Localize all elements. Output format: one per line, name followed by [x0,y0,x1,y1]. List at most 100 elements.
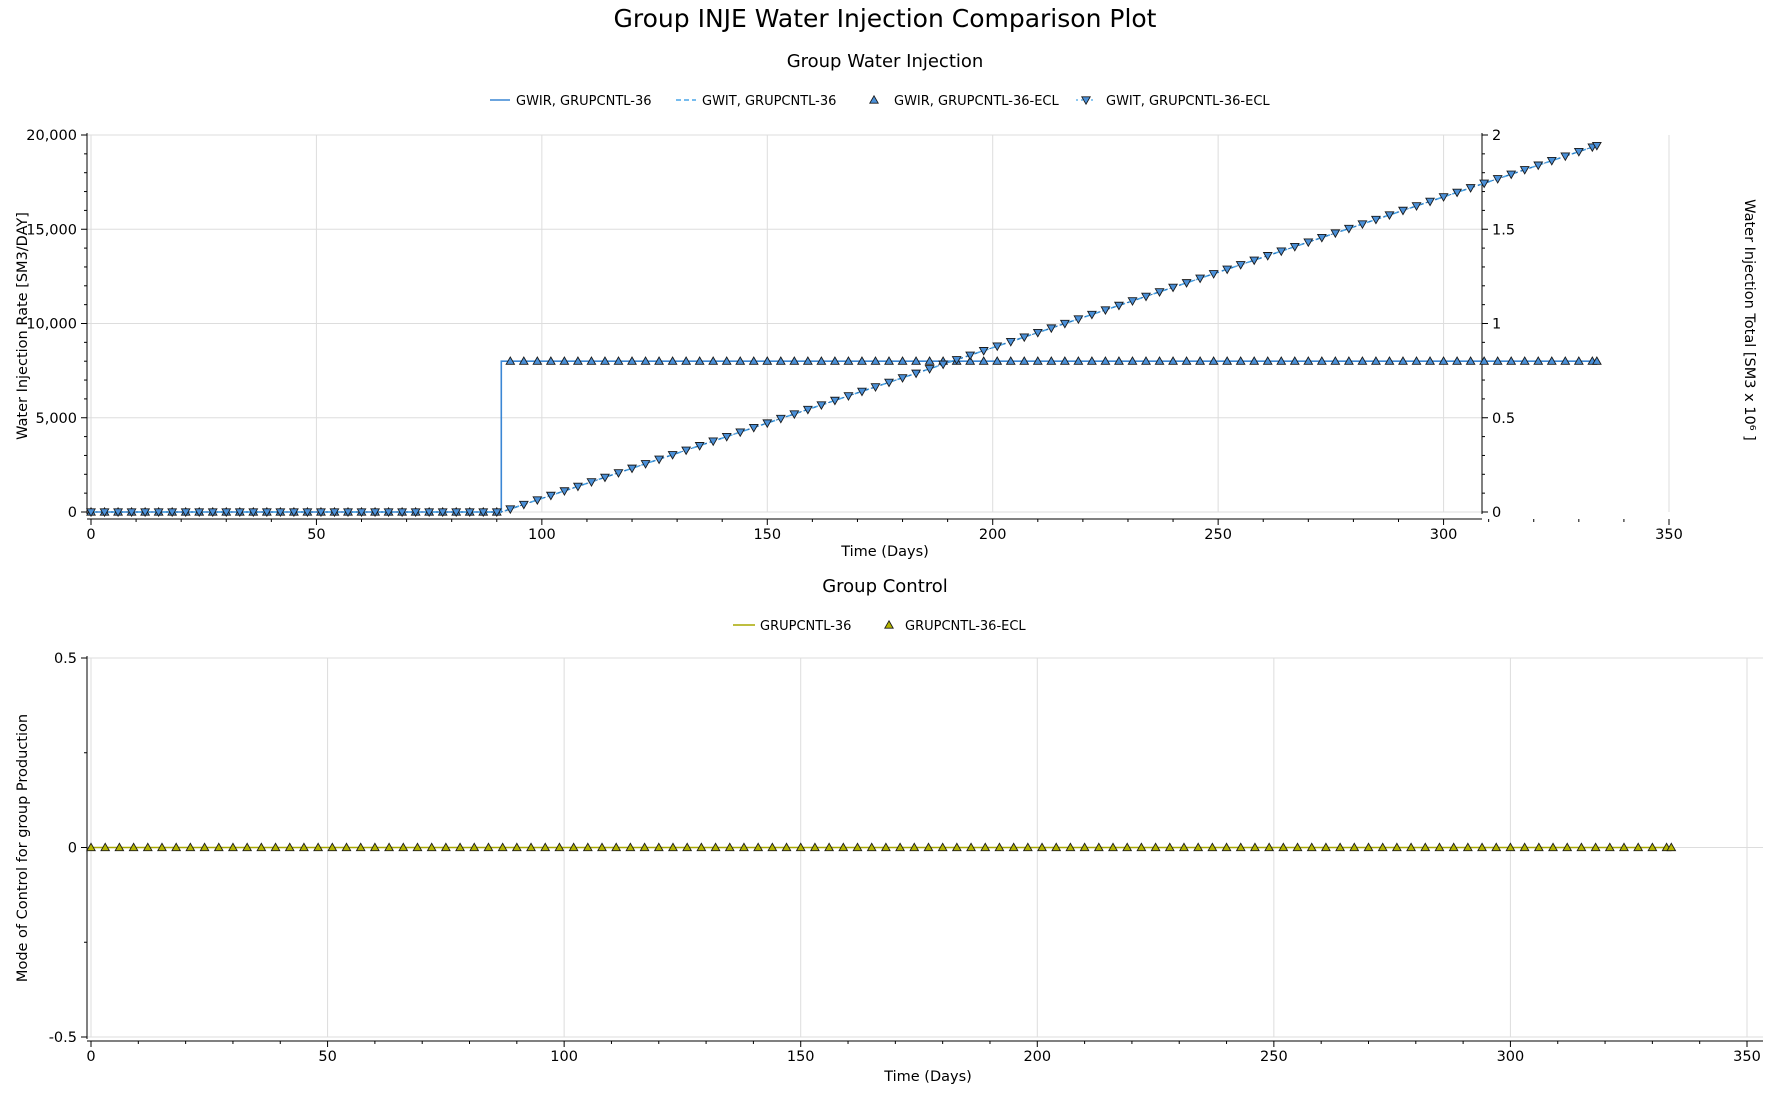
series-gwit-ecl-marker [275,508,286,518]
series-grupcntl-ecl-marker [966,842,977,852]
series-gwit-ecl-marker [1262,252,1273,261]
chart1-y-axis-label: Water Injection Rate [SM3/DAY] [15,212,31,440]
series-grupcntl-ecl-marker [1207,842,1218,852]
series-gwit-ecl-marker [248,508,259,518]
series-gwir-ecl-marker [654,356,665,365]
series-grupcntl-ecl-marker [682,842,693,852]
series-grupcntl-ecl-marker [1306,842,1317,852]
series-grupcntl-ecl-marker [156,842,167,852]
series-grupcntl-ecl-marker [781,842,792,852]
series-gwit-ecl-marker [775,414,786,424]
series-grupcntl-ecl-marker [824,842,835,852]
series-gwit-ecl-marker [1032,328,1043,338]
series-gwit-ecl-marker [1370,215,1381,225]
series-grupcntl-ecl-marker [1136,842,1147,852]
series-grupcntl-ecl-marker [1406,842,1417,852]
chart2-y-tick-label: 0 [68,841,77,857]
series-gwit-ecl-marker [613,469,624,478]
series-gwir-ecl-marker [1370,356,1381,365]
series-grupcntl-ecl-marker [1037,842,1047,852]
chart1-y-tick-label: 20,000 [26,128,77,144]
series-gwit-ecl-marker [99,508,110,518]
series-gwit-ecl-marker [897,374,908,383]
series-gwit-ecl-marker [221,508,232,518]
series-grupcntl-ecl-marker [440,842,451,852]
chart1-x-tick-label: 50 [307,527,325,543]
series-gwit-ecl-marker [140,508,151,518]
series-grupcntl-ecl-marker [1079,842,1090,852]
series-gwit-ecl-marker [1276,247,1287,257]
series-gwir-ecl-marker [1560,356,1571,365]
series-grupcntl-ecl-marker [1491,842,1502,852]
chart2-x-tick-label: 250 [1260,1049,1288,1065]
series-grupcntl-ecl-marker [270,842,281,852]
legend-label: GRUPCNTL-36-ECL [905,619,1026,634]
series-gwir-ecl-marker [708,356,719,365]
series-gwit-ecl-marker [410,508,421,518]
series-gwit-ecl-marker [1086,310,1097,320]
legend-label: GWIR, GRUPCNTL-36-ECL [894,94,1059,109]
series-gwit-ecl-marker [856,387,867,397]
series-grupcntl-ecl-marker [1249,842,1260,852]
series-gwit-ecl-marker [1560,152,1571,162]
series-gwit-ecl-marker [1046,324,1057,334]
series-grupcntl-ecl-marker [185,842,196,852]
series-gwir-ecl-marker [870,356,881,365]
chart2-x-tick-label: 50 [318,1049,336,1065]
series-gwir-ecl-marker [1479,356,1490,365]
series-gwit-ecl-marker [1019,333,1030,343]
series-grupcntl-ecl-marker [625,842,636,852]
series-grupcntl-ecl-marker [1462,842,1473,852]
series-gwit-ecl-marker [1357,220,1368,230]
series-gwit-ecl-marker [1411,202,1422,211]
series-grupcntl-ecl-marker [128,842,139,852]
series-gwit-ecl-marker [1452,188,1463,198]
series-gwit-ecl-marker [234,508,245,518]
series-grupcntl-ecl-marker [327,842,338,852]
series-gwir-ecl-marker [843,356,854,365]
series-gwir-ecl-marker [613,356,624,365]
series-gwit-ecl-marker [451,508,462,518]
series-gwit-ecl-marker [1073,315,1084,325]
series-grupcntl-ecl-marker [767,842,778,852]
series-gwir-ecl-marker [978,356,989,365]
series-gwir-ecl-marker [681,356,692,365]
series-grupcntl-ecl-marker [412,842,423,852]
series-grupcntl-ecl-marker [1349,842,1360,852]
series-gwit-ecl-marker [424,508,435,518]
series-gwit-ecl-marker [789,410,800,420]
series-grupcntl-ecl-marker [1590,842,1601,852]
series-gwir-ecl-marker [1465,356,1476,365]
series-grupcntl-ecl-marker [1576,842,1587,852]
series-grupcntl-ecl-marker [753,842,764,852]
series-gwir-ecl-marker [775,356,786,365]
series-gwit-ecl-marker [1438,193,1449,202]
series-gwir-ecl-marker [1005,356,1016,365]
series-gwit-ecl-marker [370,508,381,518]
chart1-x-tick-label: 100 [528,527,556,543]
series-grupcntl-ecl-marker [1533,842,1544,852]
series-gwit-ecl-marker [654,455,665,465]
series-grupcntl-ecl-marker [256,842,267,852]
series-grupcntl-ecl-marker [1235,842,1246,852]
series-grupcntl-ecl-marker [909,842,920,852]
series-grupcntl-ecl-marker [1505,842,1516,852]
series-gwit-ecl-marker [681,446,692,456]
series-grupcntl-ecl-marker [1604,842,1615,852]
series-gwir-ecl-marker [748,356,759,365]
series-gwit-ecl-marker [1113,301,1124,311]
series-gwir-ecl-marker [1059,356,1070,365]
chart2-x-tick-label: 0 [86,1049,95,1065]
chart1-x-tick-label: 0 [86,527,95,543]
series-gwit-ecl-marker [600,473,610,483]
series-gwit-ecl-marker [1506,170,1517,180]
series-gwir-ecl-marker [924,356,935,365]
series-gwir-ecl-marker [586,356,597,365]
series-gwir-ecl-marker [1208,356,1219,365]
series-grupcntl-ecl-marker [313,842,324,852]
series-gwit-ecl-marker [627,464,638,474]
chart2-y-axis-label: Mode of Control for group Production [15,714,31,982]
series-grupcntl-ecl-marker [242,842,253,852]
legend-swatch-gwit-ecl [1081,96,1091,106]
